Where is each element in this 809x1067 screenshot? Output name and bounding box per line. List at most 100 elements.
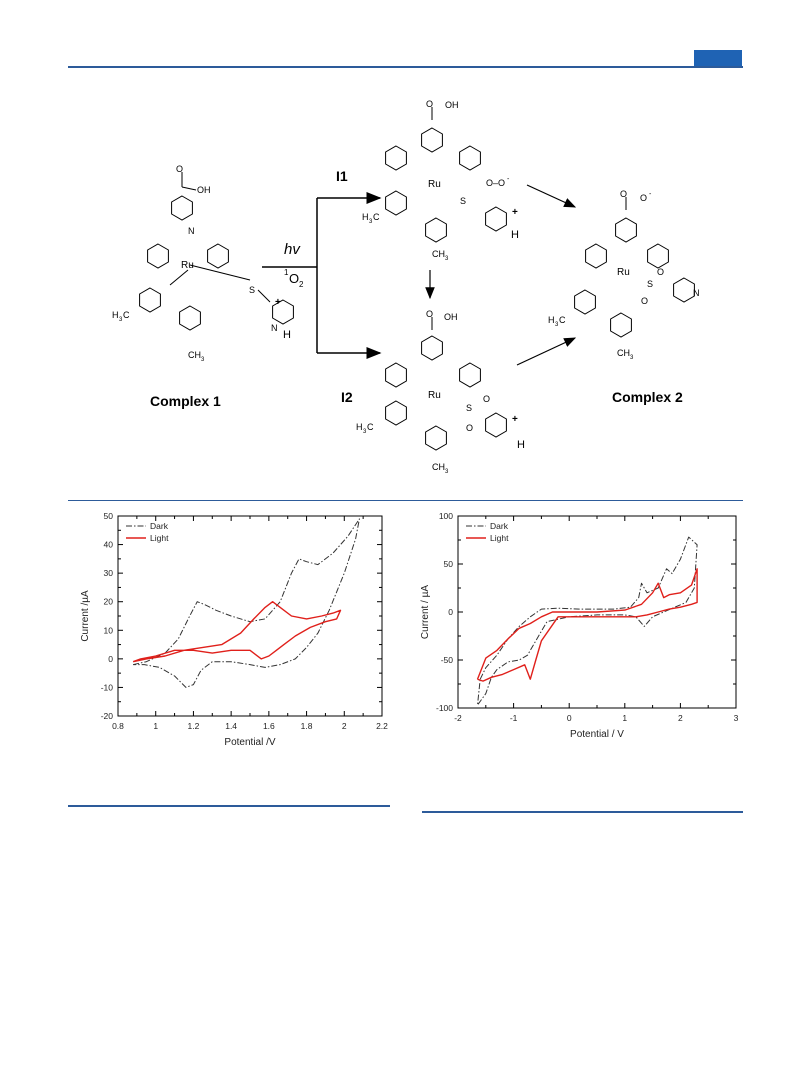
y-tick-label: 30 [104,568,114,578]
x-tick-label: 1.4 [225,721,237,731]
svg-text:O: O [657,267,664,277]
x-axis-label: Potential /V [224,737,275,748]
svg-text:-: - [507,176,510,183]
x-tick-label: 1.2 [188,721,200,731]
atom-s: S [249,285,255,295]
y-tick-label: -100 [436,703,453,713]
svg-text:3: 3 [201,357,205,363]
y-tick-label: 50 [104,511,114,521]
y-tick-label: 40 [104,540,114,550]
svg-text:H: H [356,422,363,432]
series-line-dark [132,518,360,688]
legend-label-light: Light [150,533,169,543]
svg-text:C: C [367,422,374,432]
complex-2-label: Complex 2 [612,389,683,405]
y-tick-label: -20 [101,711,114,721]
svg-text:H: H [517,439,525,451]
svg-text:+: + [512,207,518,218]
atom-n: N [188,226,195,236]
y-tick-label: 50 [444,559,454,569]
footer-rule-left [68,805,390,807]
y-tick-label: -50 [441,655,454,665]
plot-frame [117,515,383,717]
svg-text:3: 3 [363,429,367,435]
x-tick-label: 1.6 [263,721,275,731]
atom-ru: Ru [181,260,194,271]
header-tab [694,50,742,66]
x-tick-label: -2 [454,713,462,723]
atom-h3c: H [112,310,119,320]
x-tick-label: 2.2 [376,721,388,731]
svg-text:3: 3 [445,256,449,262]
svg-text:C: C [559,315,566,325]
svg-text:3: 3 [445,469,449,475]
legend-label-dark: Dark [490,521,509,531]
svg-text:S: S [460,196,466,206]
x-tick-label: 2 [678,713,683,723]
svg-text:2: 2 [299,280,304,289]
svg-text:CH: CH [432,249,445,259]
svg-text:H: H [362,212,369,222]
series-line-light [132,600,342,663]
atom-n: N [271,323,278,333]
x-axis-label: Potential / V [570,729,624,740]
svg-text:O–O: O–O [486,178,505,188]
cv-chart-left-svg: 0.8 1 1.2 1.4 1.6 1.8 2 2.2 -20 -10 0 10 20 30 40 50 Pot… [80,511,388,748]
svg-text:O: O [640,193,647,203]
svg-text:3: 3 [555,322,559,328]
svg-text:Ru: Ru [428,179,441,190]
svg-text:S: S [647,279,653,289]
legend-label-dark: Dark [150,521,169,531]
complex-1-structure: O OH N Ru S N H + H 3 C CH 3 [112,164,294,363]
svg-text:Ru: Ru [428,390,441,401]
y-tick-label: 10 [104,625,114,635]
svg-text:C: C [373,212,380,222]
svg-text:3: 3 [369,219,373,225]
x-tick-label: 3 [734,713,739,723]
section-rule [68,500,743,501]
legend-label-light: Light [490,533,509,543]
y-axis-label: Current / µA [420,585,431,639]
cv-chart-right-svg: -2 -1 0 1 2 3 -100 -50 0 50 100 Potential / V Curren… [420,511,739,740]
x-tick-label: 1.8 [301,721,313,731]
svg-text:H: H [511,229,519,241]
svg-text:O: O [426,99,433,109]
x-tick-label: 0.8 [112,721,124,731]
y-axis-label: Current /µA [80,590,91,642]
complex-2-structure: O O - Ru S O O N H 3 C CH 3 [548,189,700,361]
cv-chart-left: 0.8 1 1.2 1.4 1.6 1.8 2 2.2 -20 -10 0 10 20 30 40 50 Pot… [62,508,397,763]
condition-hv: hv [284,241,301,258]
x-tick-label: 2 [342,721,347,731]
svg-text:O: O [641,296,648,306]
i1-label: I1 [336,168,348,184]
reaction-arrows [262,184,577,366]
header-rule [68,66,743,68]
svg-text:-: - [649,191,652,198]
x-tick-label: 1 [153,721,158,731]
svg-text:Ru: Ru [617,267,630,278]
y-tick-label: -10 [101,682,114,692]
y-tick-label: 0 [108,654,113,664]
atom-oh: OH [197,185,211,195]
svg-text:O: O [466,423,473,433]
reaction-scheme: O OH N Ru S N H + H 3 C CH 3 Complex 1 h… [112,99,700,475]
y-tick-label: 20 [104,597,114,607]
x-tick-label: 1 [622,713,627,723]
condition-o2: O [289,271,299,286]
series-line-dark [477,536,698,706]
i2-label: I2 [341,389,353,405]
atom-h: H [283,329,291,341]
svg-text:3: 3 [630,355,634,361]
atom-ch3: CH [188,350,201,360]
svg-text:C: C [123,310,130,320]
svg-text:H: H [548,315,555,325]
series-line-light [476,568,698,682]
x-tick-label: -1 [510,713,518,723]
svg-text:N: N [693,288,700,298]
svg-text:O: O [620,189,627,199]
charge-plus: + [275,297,281,308]
intermediate-i1-structure: O OH Ru S O–O - + H H 3 C CH 3 [362,99,519,262]
cv-chart-right: -2 -1 0 1 2 3 -100 -50 0 50 100 Potential / V Curren… [414,508,744,765]
svg-text:OH: OH [445,100,459,110]
y-tick-label: 0 [448,607,453,617]
